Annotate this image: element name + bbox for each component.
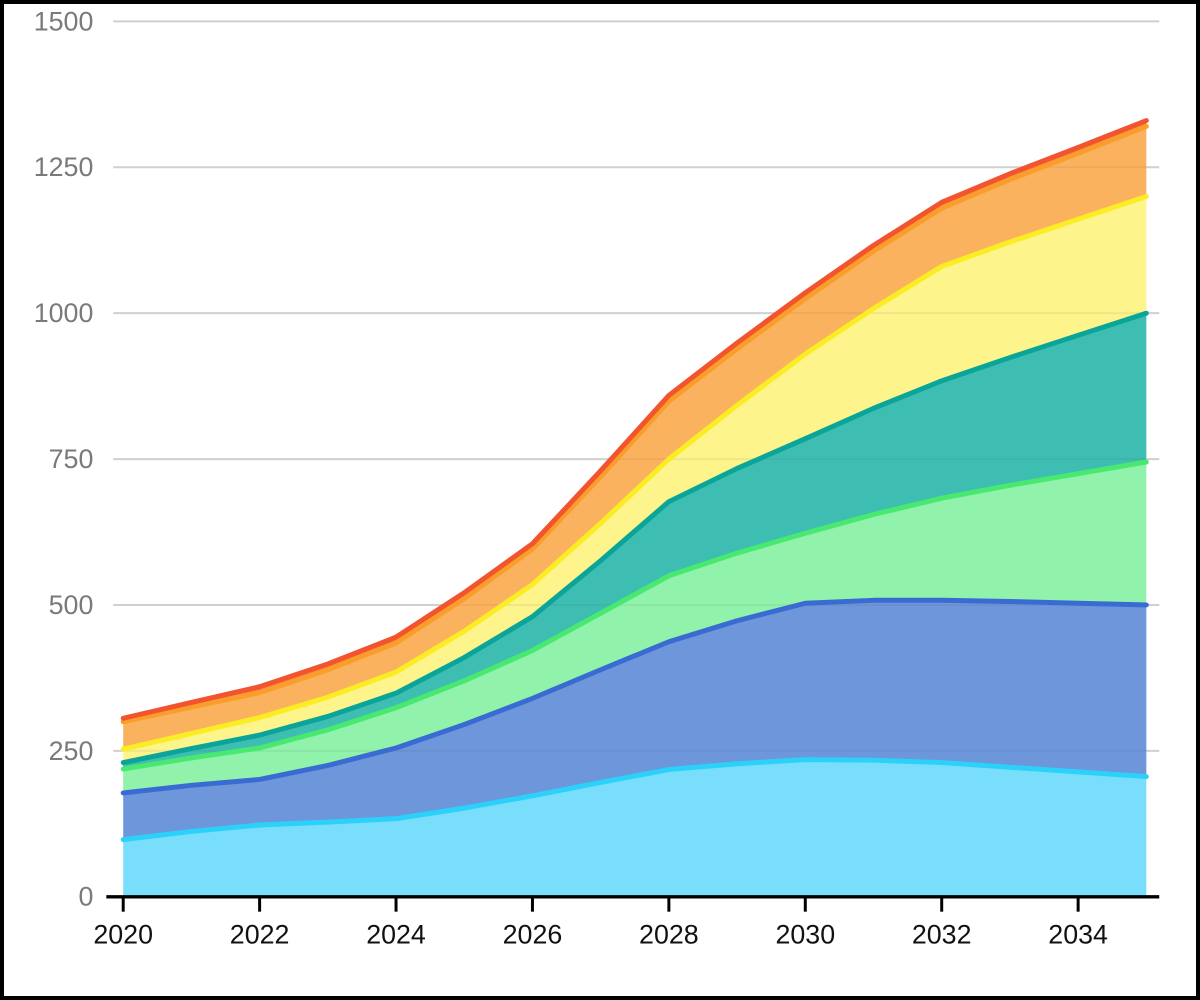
stacked-area-chart: 2020 2022 2024 2026 2028 2030 2032 2034 0 250 500 7…	[34, 6, 1160, 949]
x-tick-label-2032: 2032	[912, 919, 972, 949]
area-series-2	[123, 600, 1147, 840]
area-series-1	[123, 759, 1147, 897]
y-tick-label-1000: 1000	[34, 298, 94, 328]
line-series-3	[120, 459, 1149, 772]
y-tick-label-1250: 1250	[34, 152, 94, 182]
line-series-4	[120, 310, 1149, 766]
x-tick-label-2030: 2030	[775, 919, 835, 949]
line-series-7	[120, 118, 1149, 721]
y-tick-label-1500: 1500	[34, 6, 94, 36]
y-tick-label-500: 500	[49, 590, 94, 620]
y-tick-label-0: 0	[78, 882, 93, 912]
area-series-5	[123, 196, 1147, 763]
x-tick-label-2020: 2020	[93, 919, 153, 949]
line-series-5	[120, 193, 1149, 752]
y-tick-label-750: 750	[49, 444, 94, 474]
x-tick-label-2028: 2028	[639, 919, 699, 949]
area-series-3	[123, 462, 1147, 793]
line-series-2	[120, 597, 1149, 796]
x-tick-label-2024: 2024	[366, 919, 426, 949]
area-series-4	[123, 313, 1147, 770]
x-tick-label-2034: 2034	[1048, 919, 1108, 949]
area-series-6	[123, 126, 1147, 750]
line-series-6	[120, 123, 1149, 725]
line-series-1	[120, 757, 1149, 843]
y-tick-label-250: 250	[49, 736, 94, 766]
x-tick-label-2026: 2026	[503, 919, 563, 949]
x-tick-label-2022: 2022	[230, 919, 290, 949]
